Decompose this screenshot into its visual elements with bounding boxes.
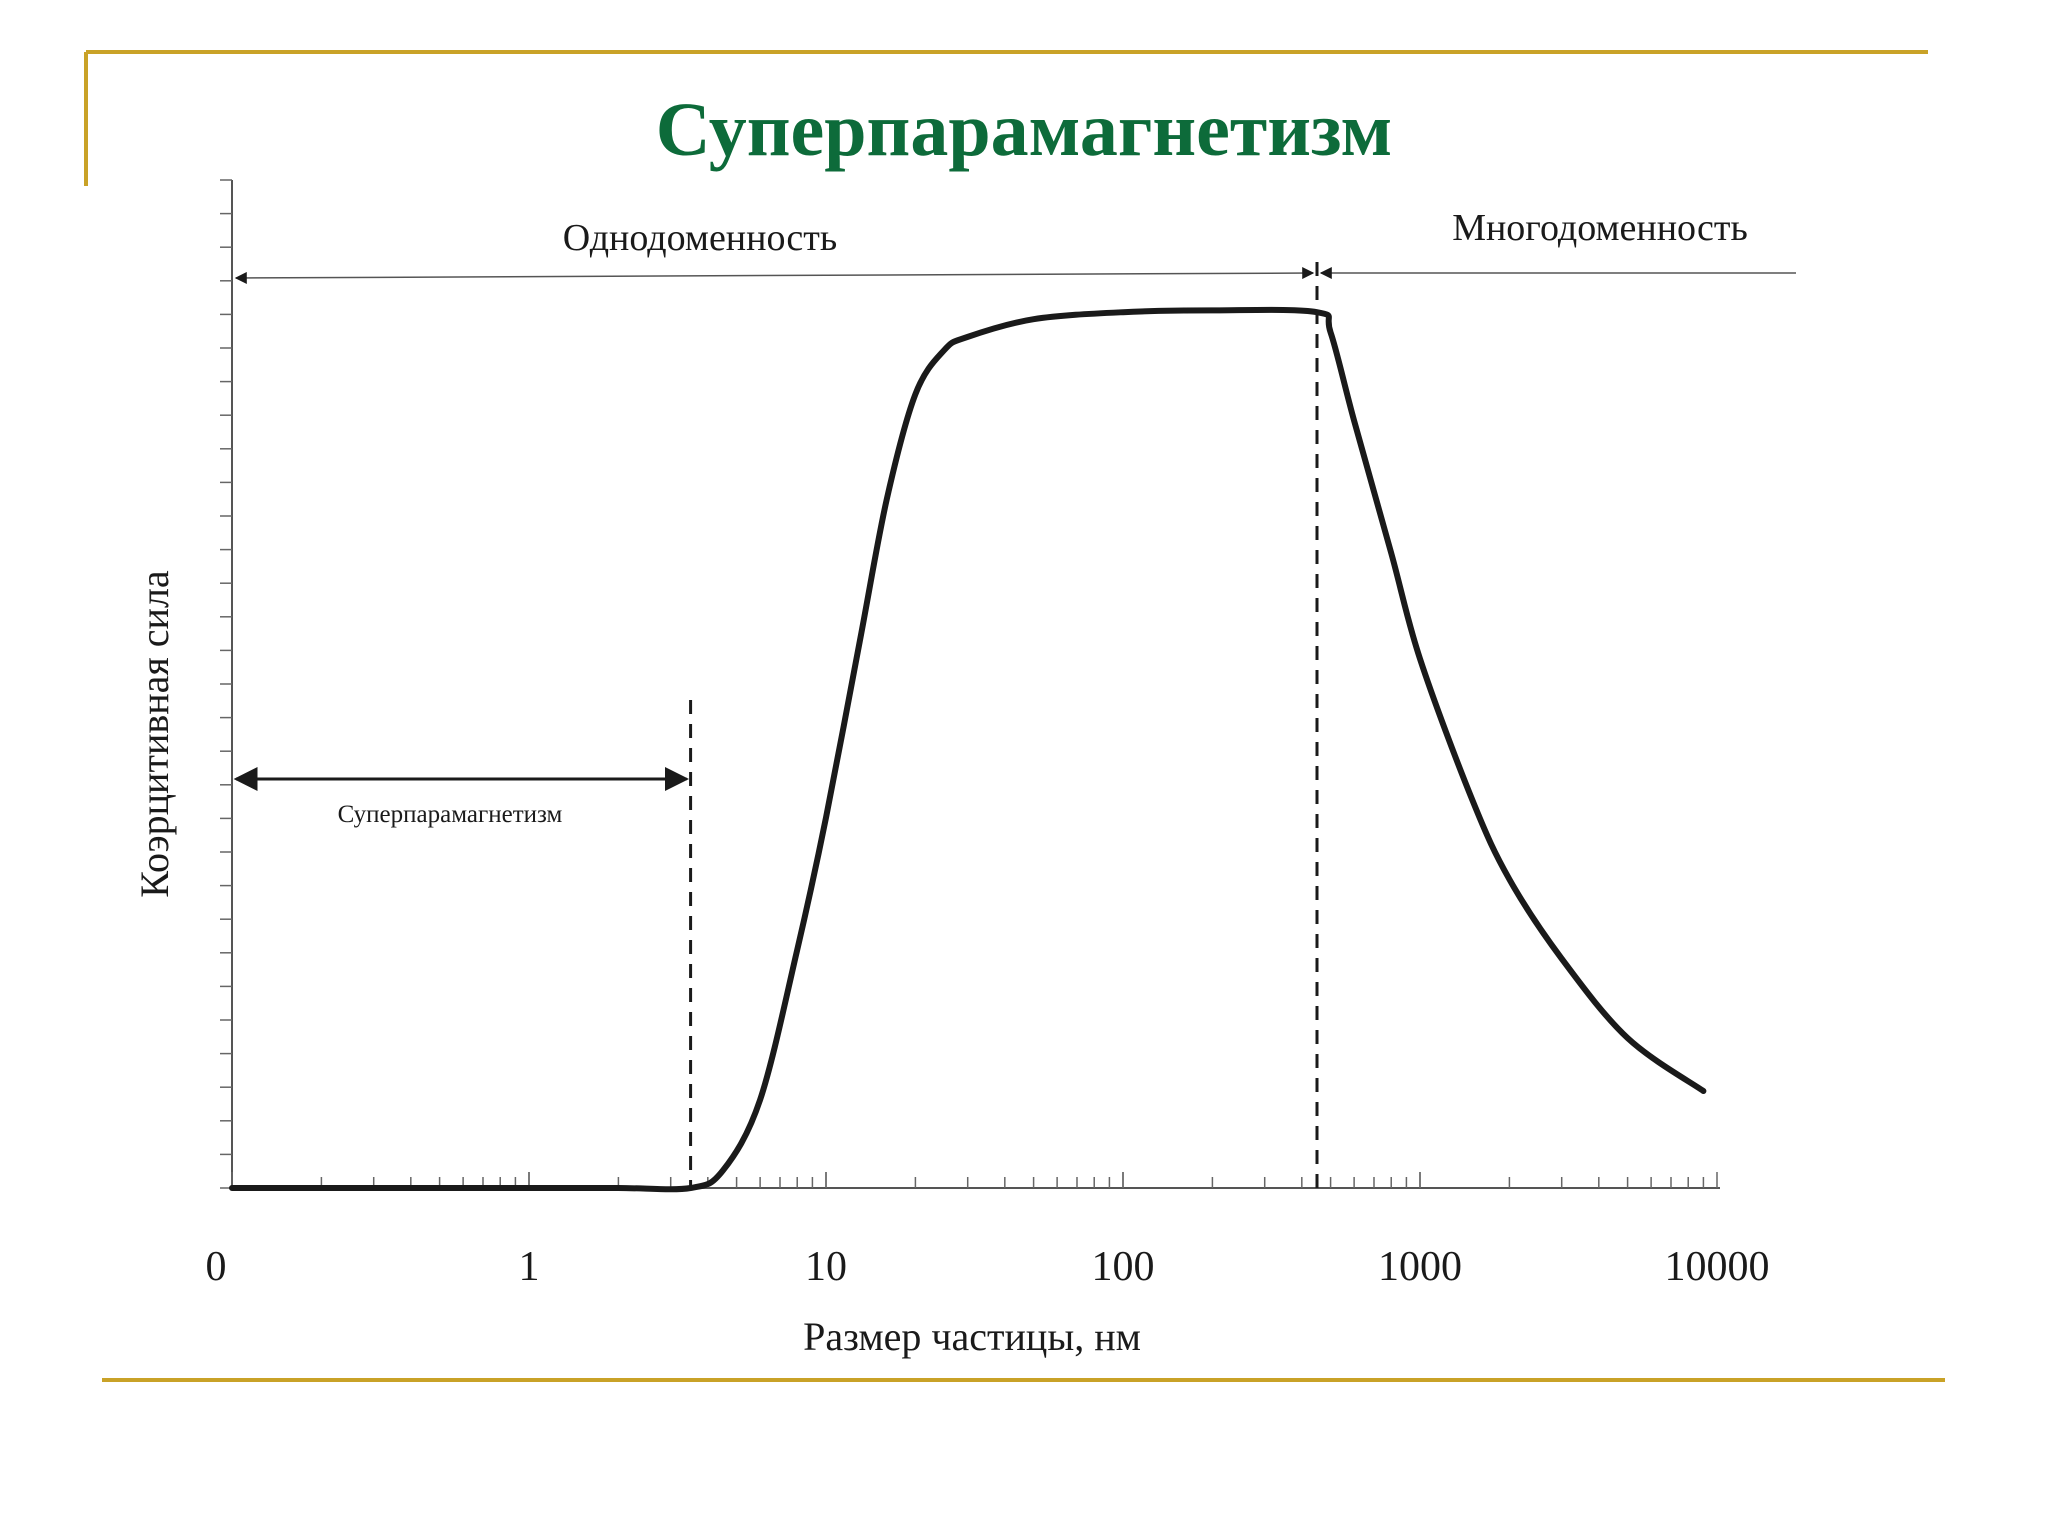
x-tick-label: 100 [1092,1244,1155,1290]
y-axis-label: Коэрцитивная сила [132,570,177,898]
superparamagnetism-label: Суперпарамагнетизм [338,801,563,828]
x-tick-label: 1000 [1378,1244,1462,1290]
coercivity-curve [229,306,1707,1193]
x-axis-label: Размер частицы, нм [803,1314,1141,1359]
x-tick-label: 1 [519,1244,540,1290]
y-axis-ticks [220,179,232,1189]
multi-domain-label: Многодоменность [1452,207,1748,249]
x-axis-ticks [231,1172,1718,1188]
single-domain-range-arrow [234,267,1315,284]
x-tick-label: 10 [805,1244,847,1290]
slide-title: Суперпарамагнетизм [655,88,1393,172]
x-tick-labels: 0 1 10 100 1000 10000 [206,1244,1770,1290]
single-domain-label: Однодоменность [563,217,837,259]
x-tick-label: 0 [206,1244,227,1290]
x-tick-label: 10000 [1665,1244,1770,1290]
